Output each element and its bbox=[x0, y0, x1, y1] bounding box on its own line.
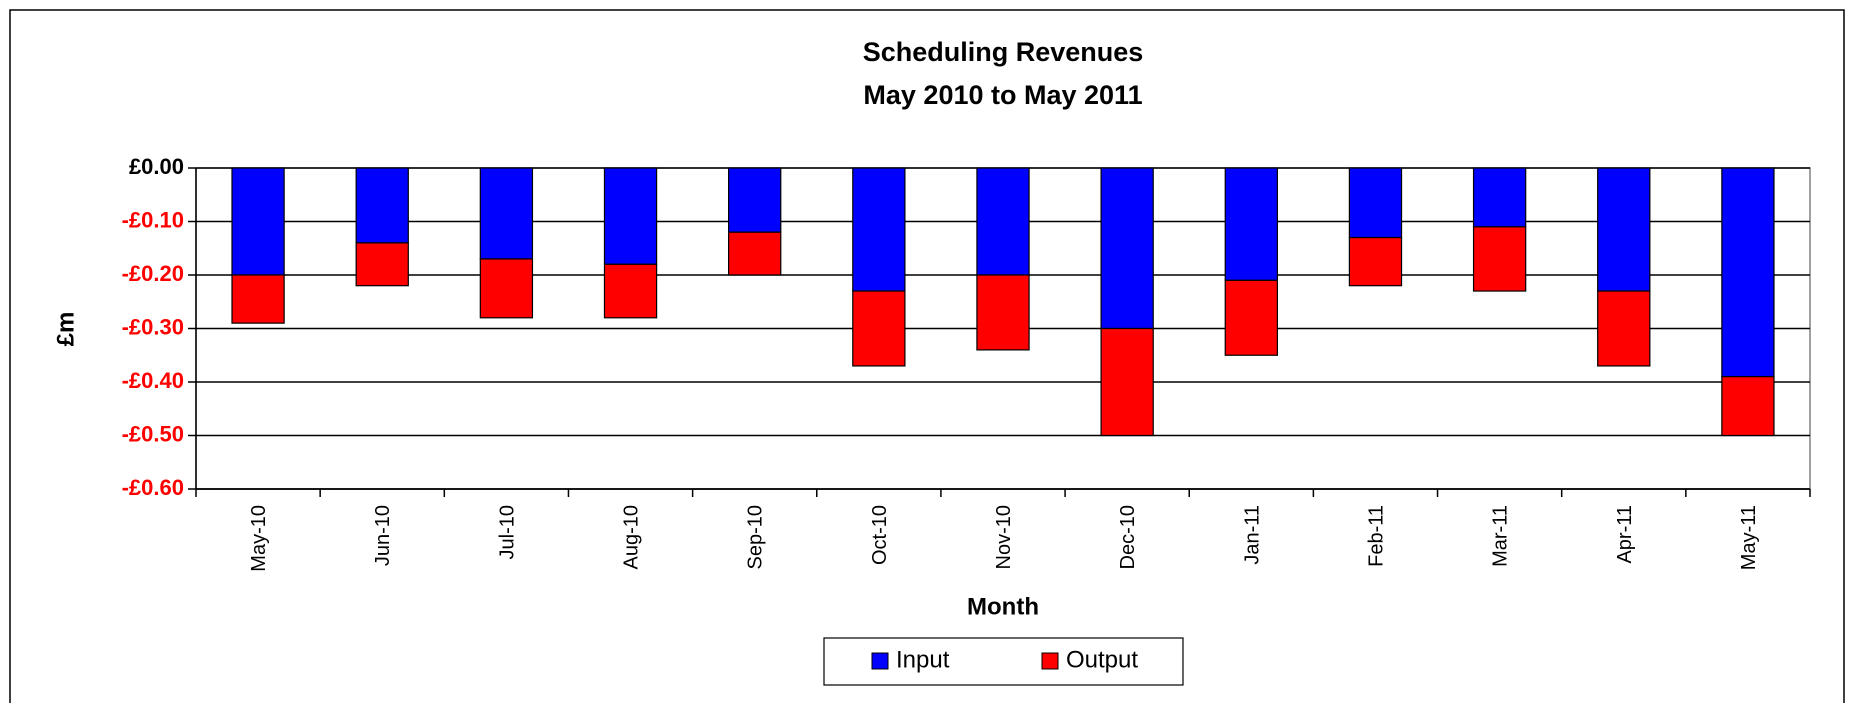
x-tick-label: Sep-10 bbox=[745, 505, 767, 570]
x-tick-label: Oct-10 bbox=[869, 505, 891, 565]
bar-segment bbox=[852, 290, 906, 367]
bar-segment bbox=[231, 167, 285, 276]
bar-segment bbox=[603, 167, 658, 265]
bar-segment bbox=[355, 242, 409, 287]
x-tick-label: Apr-11 bbox=[1614, 505, 1636, 564]
y-axis-label: £m bbox=[52, 312, 79, 347]
x-tick-label: Jun-10 bbox=[372, 505, 394, 566]
bar-segment bbox=[1224, 279, 1278, 356]
bar-segment bbox=[1721, 167, 1775, 378]
bar-segment bbox=[976, 167, 1030, 276]
x-tick-label: Aug-10 bbox=[621, 505, 643, 570]
y-tick-label: -£0.40 bbox=[122, 368, 184, 393]
y-tick-label: -£0.20 bbox=[122, 261, 184, 286]
x-axis-label: Month bbox=[967, 593, 1039, 620]
x-tick-label: Dec-10 bbox=[1117, 505, 1139, 569]
bar-segment bbox=[1348, 236, 1403, 287]
chart-title: Scheduling Revenues bbox=[863, 37, 1144, 67]
y-tick-label: -£0.60 bbox=[122, 475, 184, 500]
bar-segment bbox=[728, 231, 782, 276]
y-tick-label: -£0.50 bbox=[122, 421, 184, 446]
legend-swatch bbox=[871, 652, 889, 670]
x-tick-label: Feb-11 bbox=[1365, 505, 1387, 567]
bar-segment bbox=[231, 274, 285, 324]
bar-segment bbox=[479, 258, 534, 319]
x-tick-label: May-11 bbox=[1738, 505, 1760, 570]
x-tick-label: Jul-10 bbox=[496, 505, 518, 559]
bar-segment bbox=[1472, 226, 1527, 292]
x-tick-label: Jan-11 bbox=[1241, 505, 1263, 565]
legend-label: Input bbox=[896, 646, 950, 673]
bar-segment bbox=[479, 167, 534, 260]
legend-label: Output bbox=[1066, 646, 1138, 673]
bar-segment bbox=[1472, 167, 1527, 228]
y-tick-label: £0.00 bbox=[129, 154, 184, 179]
bar-segment bbox=[1597, 290, 1651, 367]
bar-segment bbox=[1100, 167, 1154, 330]
bar-segment bbox=[852, 167, 906, 292]
bar-segment bbox=[1721, 376, 1775, 437]
bar-segment bbox=[1100, 327, 1154, 437]
bar-segment bbox=[1224, 167, 1278, 281]
y-tick-label: -£0.10 bbox=[122, 207, 184, 232]
legend-swatch bbox=[1041, 652, 1059, 670]
x-tick-label: Mar-11 bbox=[1490, 505, 1512, 567]
bar-segment bbox=[603, 263, 658, 319]
bar-segment bbox=[355, 167, 409, 244]
chart-subtitle: May 2010 to May 2011 bbox=[863, 80, 1142, 110]
x-tick-label: May-10 bbox=[248, 505, 270, 572]
x-tick-label: Nov-10 bbox=[993, 505, 1015, 569]
bar-segment bbox=[728, 167, 782, 233]
bar-segment bbox=[976, 274, 1030, 351]
y-tick-label: -£0.30 bbox=[122, 314, 184, 339]
bar-segment bbox=[1597, 167, 1651, 292]
bar-segment bbox=[1348, 167, 1403, 239]
